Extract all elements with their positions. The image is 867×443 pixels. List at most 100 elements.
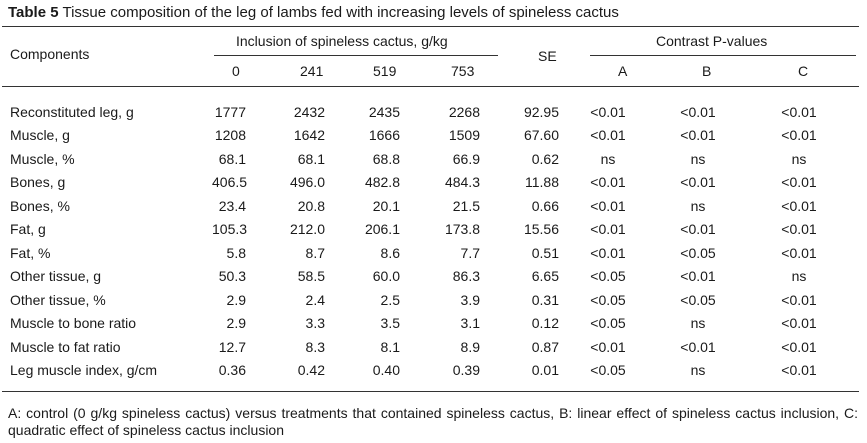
header-level-753: 753 xyxy=(451,63,475,79)
table-caption: Table 5 Tissue composition of the leg of… xyxy=(8,4,619,22)
value-cell-level-519: 8.6 xyxy=(380,244,400,261)
value-cell-level-0: 12.7 xyxy=(218,338,246,355)
bottom-rule xyxy=(2,391,859,392)
pvalue-cell-c: <0.01 xyxy=(781,197,817,214)
value-cell-level-241: 2.4 xyxy=(305,291,325,308)
data-table: Reconstituted leg, g 1777 2432 2435 2268 92.9… xyxy=(2,100,859,382)
pvalue-cell-b: <0.01 xyxy=(680,338,716,355)
component-cell: Muscle, g xyxy=(10,127,70,144)
table-row: Fat, % 5.8 8.7 8.6 7.7 0.51 <0.01 <0.05 <0.01 xyxy=(2,241,859,265)
se-cell: 0.66 xyxy=(531,197,559,214)
value-cell-level-519: 1666 xyxy=(368,127,400,144)
pvalue-cell-b: <0.01 xyxy=(680,268,716,285)
pvalue-cell-c: ns xyxy=(791,150,807,167)
value-cell-level-753: 3.9 xyxy=(460,291,480,308)
se-cell: 6.65 xyxy=(531,268,559,285)
table-row: Other tissue, g 50.3 58.5 60.0 86.3 6.65 <0.05… xyxy=(2,265,859,289)
value-cell-level-753: 484.3 xyxy=(444,174,480,191)
value-cell-level-0: 5.8 xyxy=(226,244,246,261)
header-contrast-c: C xyxy=(798,63,809,79)
component-cell: Muscle to bone ratio xyxy=(10,315,137,332)
pvalue-cell-b: ns xyxy=(690,150,706,167)
value-cell-level-241: 0.42 xyxy=(297,362,325,379)
value-cell-level-0: 1777 xyxy=(214,103,246,120)
value-cell-level-241: 212.0 xyxy=(289,221,325,238)
pvalue-cell-b: <0.01 xyxy=(680,103,716,120)
value-cell-level-753: 1509 xyxy=(448,127,480,144)
pvalue-cell-b: <0.01 xyxy=(680,174,716,191)
value-cell-level-0: 105.3 xyxy=(212,221,248,238)
pvalue-cell-b: <0.01 xyxy=(680,127,716,144)
table-row: Bones, % 23.4 20.8 20.1 21.5 0.66 <0.01 ns <0.01 xyxy=(2,194,859,218)
value-cell-level-519: 68.8 xyxy=(372,150,400,167)
value-cell-level-241: 20.8 xyxy=(297,197,325,214)
pvalue-cell-a: <0.01 xyxy=(590,221,626,238)
se-cell: 0.01 xyxy=(531,362,559,379)
pvalue-cell-a: <0.01 xyxy=(590,174,626,191)
pvalue-cell-b: <0.01 xyxy=(680,221,716,238)
pvalue-cell-c: <0.01 xyxy=(781,338,817,355)
header-level-0: 0 xyxy=(232,63,240,79)
table-row: Other tissue, % 2.9 2.4 2.5 3.9 0.31 <0.05 <0.0… xyxy=(2,288,859,312)
value-cell-level-519: 482.8 xyxy=(364,174,400,191)
value-cell-level-241: 2432 xyxy=(293,103,325,120)
value-cell-level-0: 406.5 xyxy=(212,174,248,191)
value-cell-level-753: 173.8 xyxy=(444,221,480,238)
component-cell: Muscle to fat ratio xyxy=(10,338,121,355)
pvalue-cell-c: <0.01 xyxy=(781,291,817,308)
se-cell: 11.88 xyxy=(525,174,559,191)
pvalue-cell-c: <0.01 xyxy=(781,221,817,238)
value-cell-level-0: 1208 xyxy=(214,127,246,144)
value-cell-level-241: 8.3 xyxy=(305,338,325,355)
value-cell-level-519: 0.40 xyxy=(372,362,400,379)
header-level-241: 241 xyxy=(300,63,324,79)
inclusion-group-rule xyxy=(214,55,498,56)
component-cell: Reconstituted leg, g xyxy=(10,103,134,120)
header-inclusion-group: Inclusion of spineless cactus, g/kg xyxy=(236,33,448,49)
table-footnote: A: control (0 g/kg spineless cactus) ver… xyxy=(8,405,858,438)
value-cell-level-519: 60.0 xyxy=(372,268,400,285)
value-cell-level-0: 23.4 xyxy=(218,197,246,214)
value-cell-level-241: 68.1 xyxy=(297,150,325,167)
pvalue-cell-c: ns xyxy=(791,268,807,285)
table-row: Muscle, g 1208 1642 1666 1509 67.60 <0.01 <0.01… xyxy=(2,124,859,148)
pvalue-cell-a: <0.01 xyxy=(590,338,626,355)
value-cell-level-519: 206.1 xyxy=(364,221,400,238)
value-cell-level-753: 8.9 xyxy=(460,338,480,355)
se-cell: 0.12 xyxy=(531,315,559,332)
table-row: Fat, g 105.3 212.0 206.1 173.8 15.56 <0.01 <0.0… xyxy=(2,218,859,242)
component-cell: Leg muscle index, g/cm xyxy=(10,362,158,379)
header-contrast-b: B xyxy=(702,63,712,79)
pvalue-cell-c: <0.01 xyxy=(781,127,817,144)
table-row: Muscle to fat ratio 12.7 8.3 8.1 8.9 0.87 <0.0… xyxy=(2,335,859,359)
se-cell: 15.56 xyxy=(523,221,559,238)
contrast-group-rule xyxy=(590,55,856,56)
component-cell: Bones, % xyxy=(10,197,70,214)
header-components: Components xyxy=(10,46,90,62)
pvalue-cell-b: ns xyxy=(690,362,706,379)
header-se: SE xyxy=(538,48,557,64)
value-cell-level-0: 2.9 xyxy=(226,315,246,332)
pvalue-cell-a: ns xyxy=(600,150,616,167)
component-cell: Other tissue, % xyxy=(10,291,106,308)
pvalue-cell-a: <0.05 xyxy=(590,362,626,379)
component-cell: Other tissue, g xyxy=(10,268,102,285)
header-rule xyxy=(2,86,859,87)
value-cell-level-519: 2435 xyxy=(368,103,400,120)
pvalue-cell-a: <0.01 xyxy=(590,197,626,214)
pvalue-cell-c: <0.01 xyxy=(781,103,817,120)
pvalue-cell-c: <0.01 xyxy=(781,244,817,261)
pvalue-cell-c: <0.01 xyxy=(781,362,817,379)
pvalue-cell-a: <0.05 xyxy=(590,291,626,308)
pvalue-cell-c: <0.01 xyxy=(781,315,817,332)
pvalue-cell-a: <0.01 xyxy=(590,127,626,144)
value-cell-level-519: 2.5 xyxy=(380,291,400,308)
pvalue-cell-a: <0.01 xyxy=(590,103,626,120)
pvalue-cell-b: <0.05 xyxy=(680,244,716,261)
se-cell: 0.87 xyxy=(531,338,559,355)
table-row: Bones, g 406.5 496.0 482.8 484.3 11.88 <0.01 <0… xyxy=(2,171,859,195)
value-cell-level-753: 86.3 xyxy=(452,268,480,285)
header-contrast-a: A xyxy=(618,63,628,79)
se-cell: 0.51 xyxy=(531,244,559,261)
